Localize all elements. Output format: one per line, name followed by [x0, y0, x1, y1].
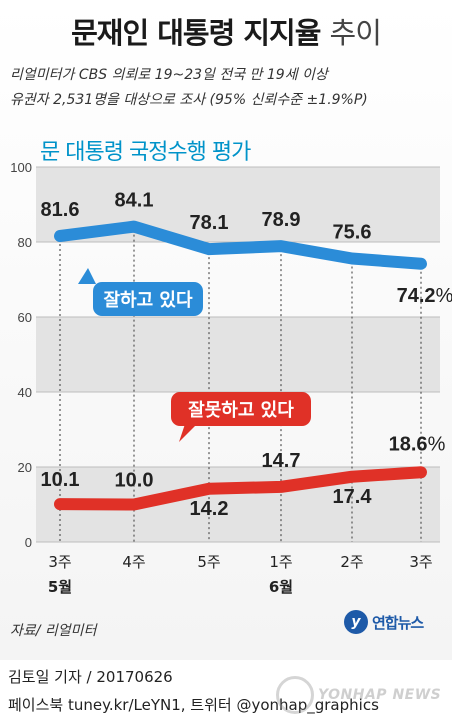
disapprove-line: [54, 466, 427, 511]
approve-value-label: 75.6: [333, 222, 372, 244]
yonhap-watermark: YONHAP NEWS: [276, 676, 441, 714]
approve-line: [54, 220, 427, 270]
y-tick-label: 0: [25, 535, 32, 550]
watermark-text: YONHAP NEWS: [318, 687, 442, 703]
reporter-credit: 김토일 기자 / 20170626: [8, 668, 173, 686]
y-tick-label: 100: [10, 160, 32, 175]
x-tick-label: 3주: [409, 553, 432, 571]
yonhap-logo: y 연합뉴스: [344, 610, 424, 634]
yonhap-logo-icon: y: [344, 610, 368, 634]
approve-value-label: 84.1: [115, 190, 154, 212]
month-label: 5월: [48, 578, 72, 596]
disapprove-value-label: 14.7: [262, 450, 301, 472]
x-tick-label: 2주: [340, 553, 363, 571]
page-title: 문재인 대통령 지지율 추이: [0, 10, 452, 52]
x-tick-label: 4주: [122, 553, 145, 571]
disapprove-bubble: [171, 392, 311, 426]
y-tick-label: 80: [18, 235, 32, 250]
approve-legend-label: 잘하고 있다: [103, 290, 193, 311]
disapprove-value-label: 18.6%: [389, 433, 446, 455]
disapprove-value-label: 14.2: [190, 498, 229, 520]
disapprove-bubble-tail: [179, 424, 197, 442]
x-tick-label: 5주: [197, 553, 220, 571]
approve-value-label: 78.1: [190, 212, 229, 234]
y-tick-label: 60: [18, 310, 32, 325]
month-label: 6월: [269, 578, 293, 596]
disapprove-value-label: 17.4: [333, 486, 373, 508]
title-suffix: 추이: [329, 16, 382, 50]
approve-value-label: 74.2%: [397, 285, 452, 307]
grid-band-1: [36, 317, 440, 392]
survey-note-line2: 유권자 2,531명을 대상으로 조사 (95% 신뢰수준 ±1.9%P): [10, 92, 368, 108]
disapprove-legend-label: 잘못하고 있다: [188, 400, 294, 421]
yonhap-logo-text: 연합뉴스: [372, 613, 424, 632]
approve-value-label: 81.6: [41, 199, 80, 221]
survey-note-line1: 리얼미터가 CBS 의뢰로 19~23일 전국 만 19세 이상: [10, 67, 328, 83]
percent-unit: %: [428, 433, 446, 455]
chart-title: 문 대통령 국정수행 평가: [40, 140, 251, 165]
disapprove-value-label: 10.0: [115, 470, 154, 492]
disapprove-value-label: 10.1: [41, 469, 80, 491]
x-tick-label: 3주: [48, 553, 71, 571]
source-note: 자료/ 리얼미터: [10, 623, 97, 639]
x-tick-label: 1주: [269, 553, 292, 571]
percent-unit: %: [436, 285, 452, 307]
approve-value-label: 78.9: [262, 209, 301, 231]
y-tick-label: 20: [18, 460, 32, 475]
title-main: 문재인 대통령 지지율: [71, 16, 321, 50]
approve-bubble-tail: [78, 268, 96, 284]
y-tick-label: 40: [18, 385, 32, 400]
watermark-ring-icon: [276, 676, 314, 714]
approve-bubble: [93, 282, 203, 316]
